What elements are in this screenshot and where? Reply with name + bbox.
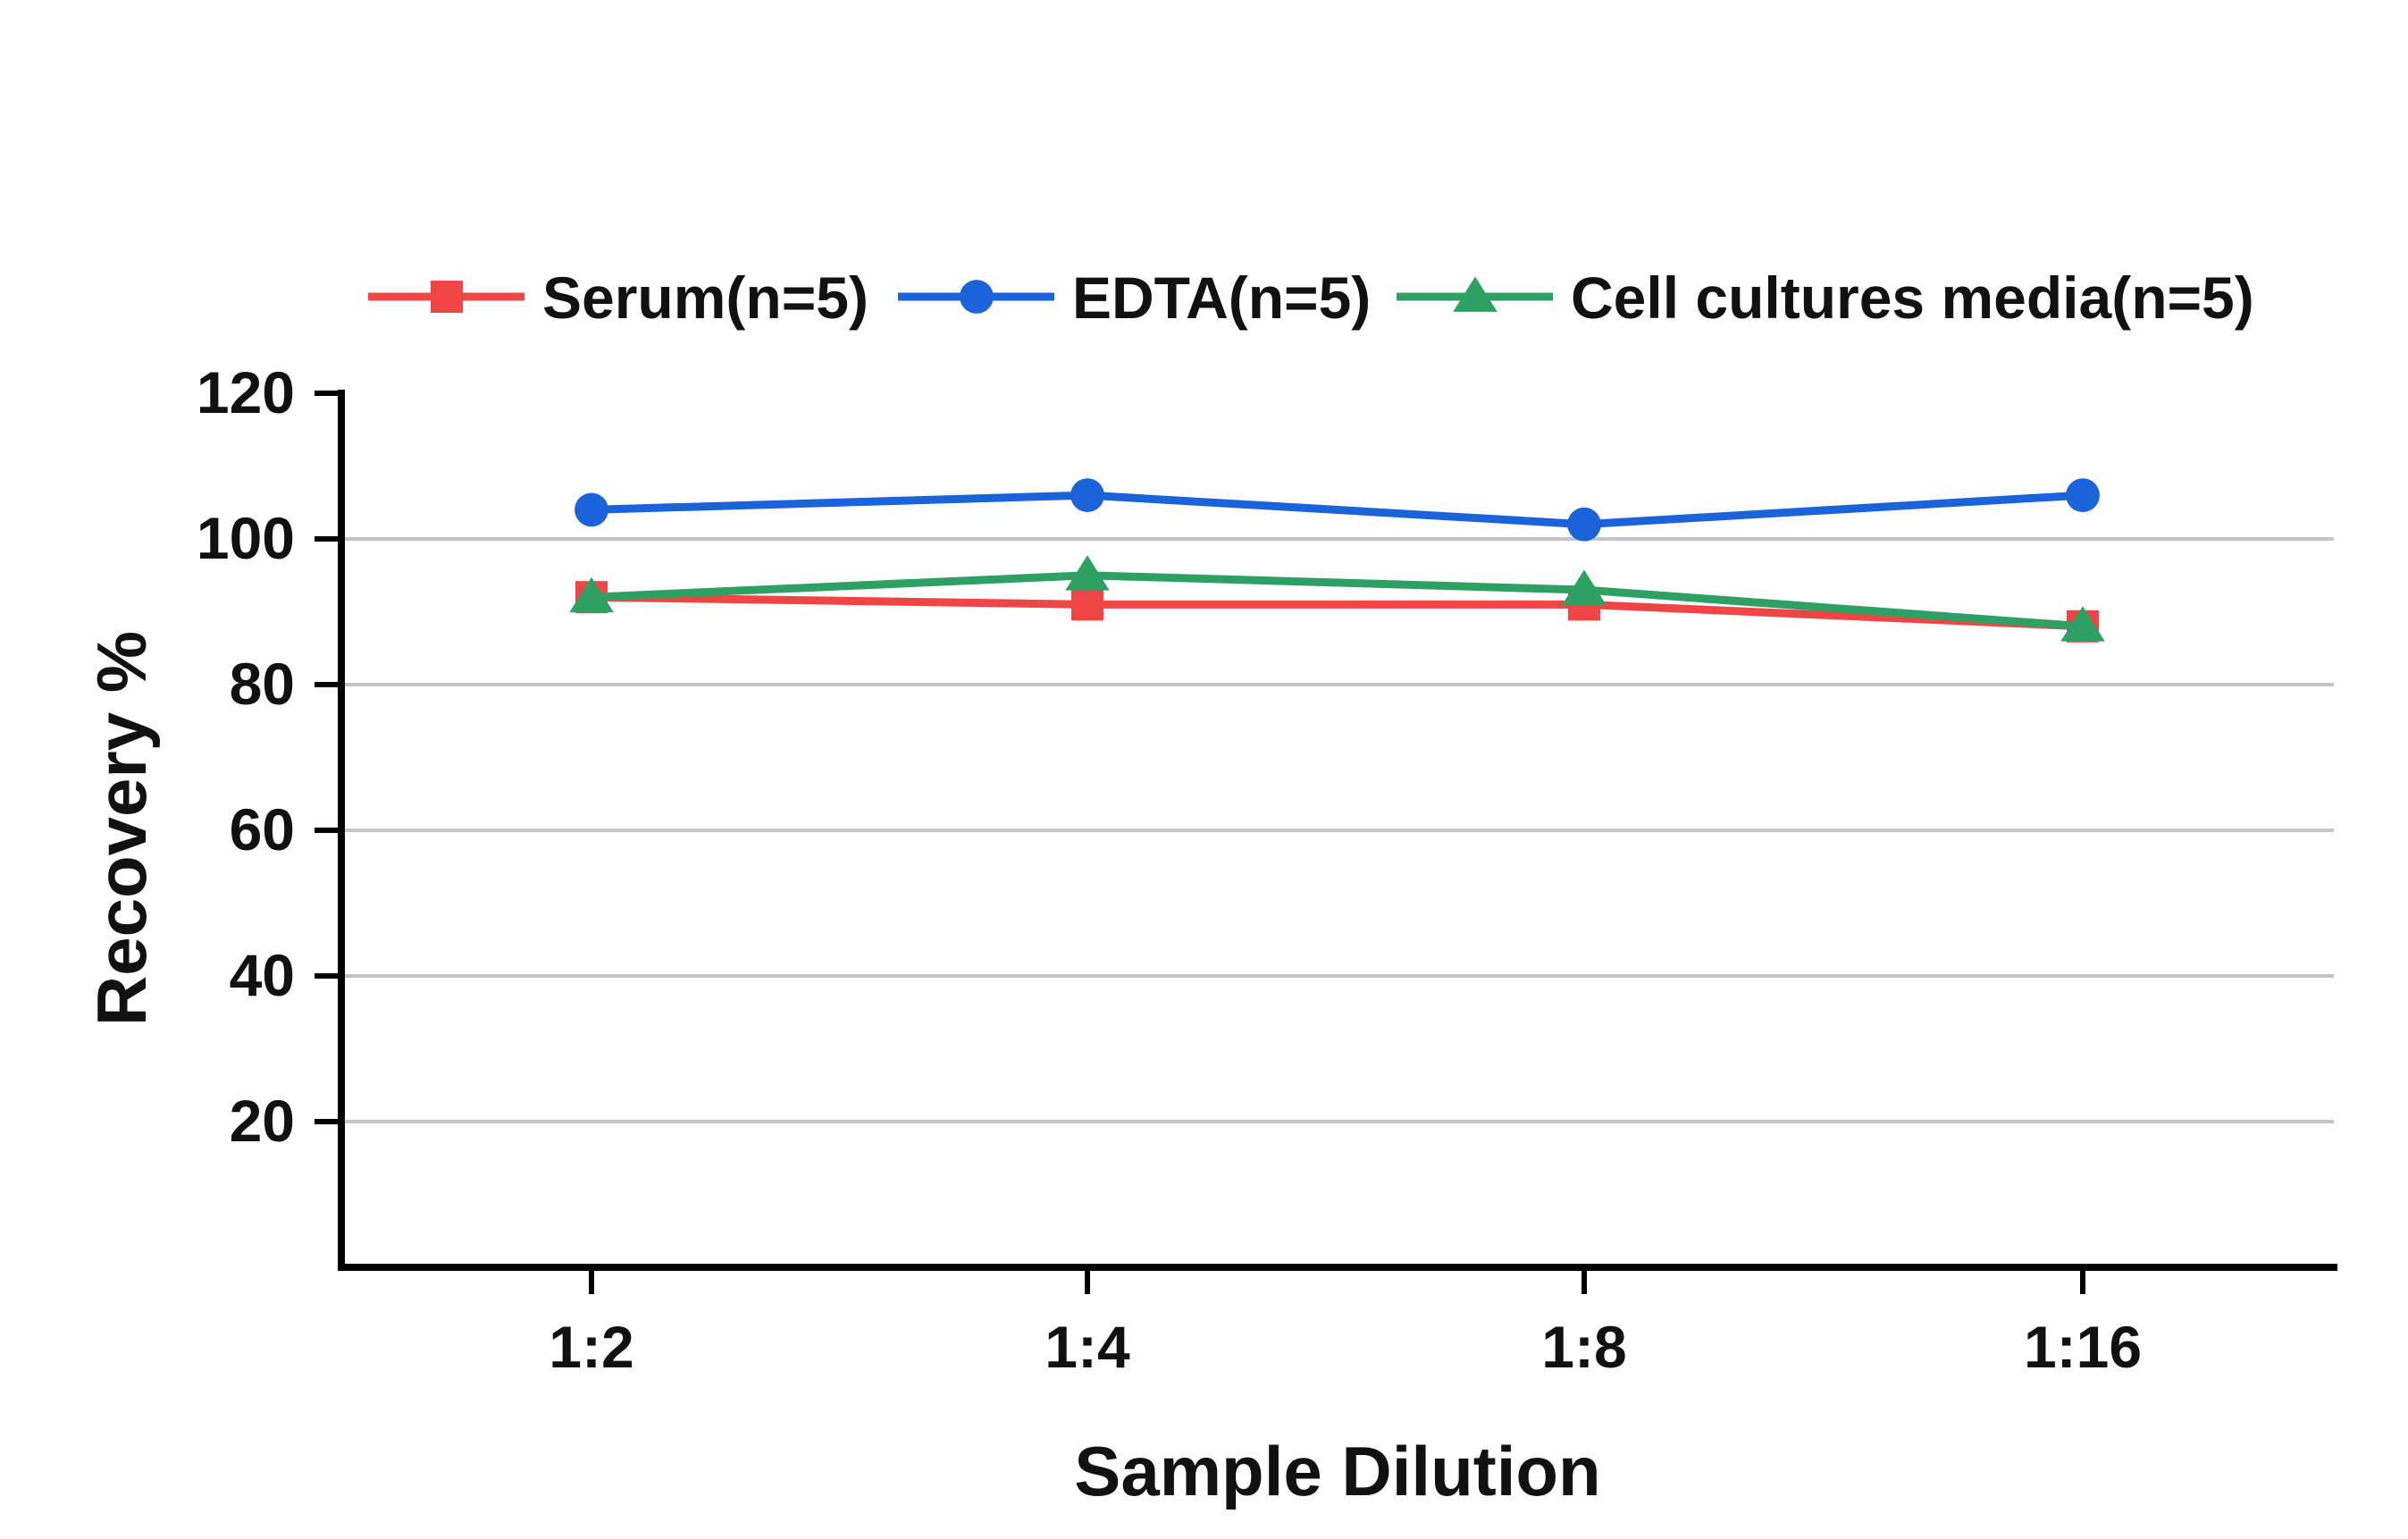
x-tick-label: 1:8: [1541, 1314, 1626, 1380]
series-line: [591, 491, 2084, 529]
y-tick-label: 120: [197, 359, 295, 425]
legend-item: EDTA(n=5): [898, 265, 1371, 331]
data-point-circle: [1070, 478, 1104, 512]
series-2: [569, 555, 2105, 642]
axes: 20 40 60 80 100 120 1:2 1:4 1:8 1:16: [197, 359, 2337, 1380]
gridlines: [341, 537, 2334, 1123]
legend-label: Serum(n=5): [542, 265, 868, 331]
legend-label: EDTA(n=5): [1072, 265, 1371, 331]
y-tick-label: 60: [230, 796, 295, 862]
y-axis-title: Recovery %: [82, 631, 161, 1026]
x-tick-label: 1:4: [1045, 1314, 1130, 1380]
data-point-triangle: [1562, 569, 1607, 605]
legend: Serum(n=5) EDTA(n=5) Cell cultures media(n…: [368, 265, 2254, 331]
data-point-triangle: [569, 576, 614, 613]
series-lines: [569, 478, 2105, 643]
series-line: [591, 593, 2084, 631]
y-tick-label: 80: [230, 651, 295, 717]
data-point-square: [1071, 588, 1103, 621]
series-line: [591, 571, 2084, 631]
data-point-triangle: [1065, 555, 1110, 591]
y-tick-label: 20: [230, 1088, 295, 1154]
data-point-square: [431, 281, 463, 313]
data-point-triangle: [1453, 276, 1498, 312]
legend-item: Serum(n=5): [368, 265, 868, 331]
x-tick-label: 1:16: [2024, 1314, 2142, 1380]
legend-item: Cell cultures media(n=5): [1397, 265, 2254, 331]
x-tick-label: 1:2: [549, 1314, 633, 1380]
y-tick-label: 40: [230, 942, 295, 1008]
data-point-circle: [1567, 507, 1601, 542]
data-point-circle: [2066, 478, 2100, 512]
series-1: [575, 478, 2100, 542]
x-axis-title: Sample Dilution: [1074, 1432, 1600, 1510]
data-point-circle: [575, 492, 608, 527]
data-point-circle: [960, 280, 994, 314]
y-tick-label: 100: [197, 505, 295, 571]
legend-label: Cell cultures media(n=5): [1571, 265, 2254, 331]
data-point-triangle: [2060, 606, 2105, 642]
